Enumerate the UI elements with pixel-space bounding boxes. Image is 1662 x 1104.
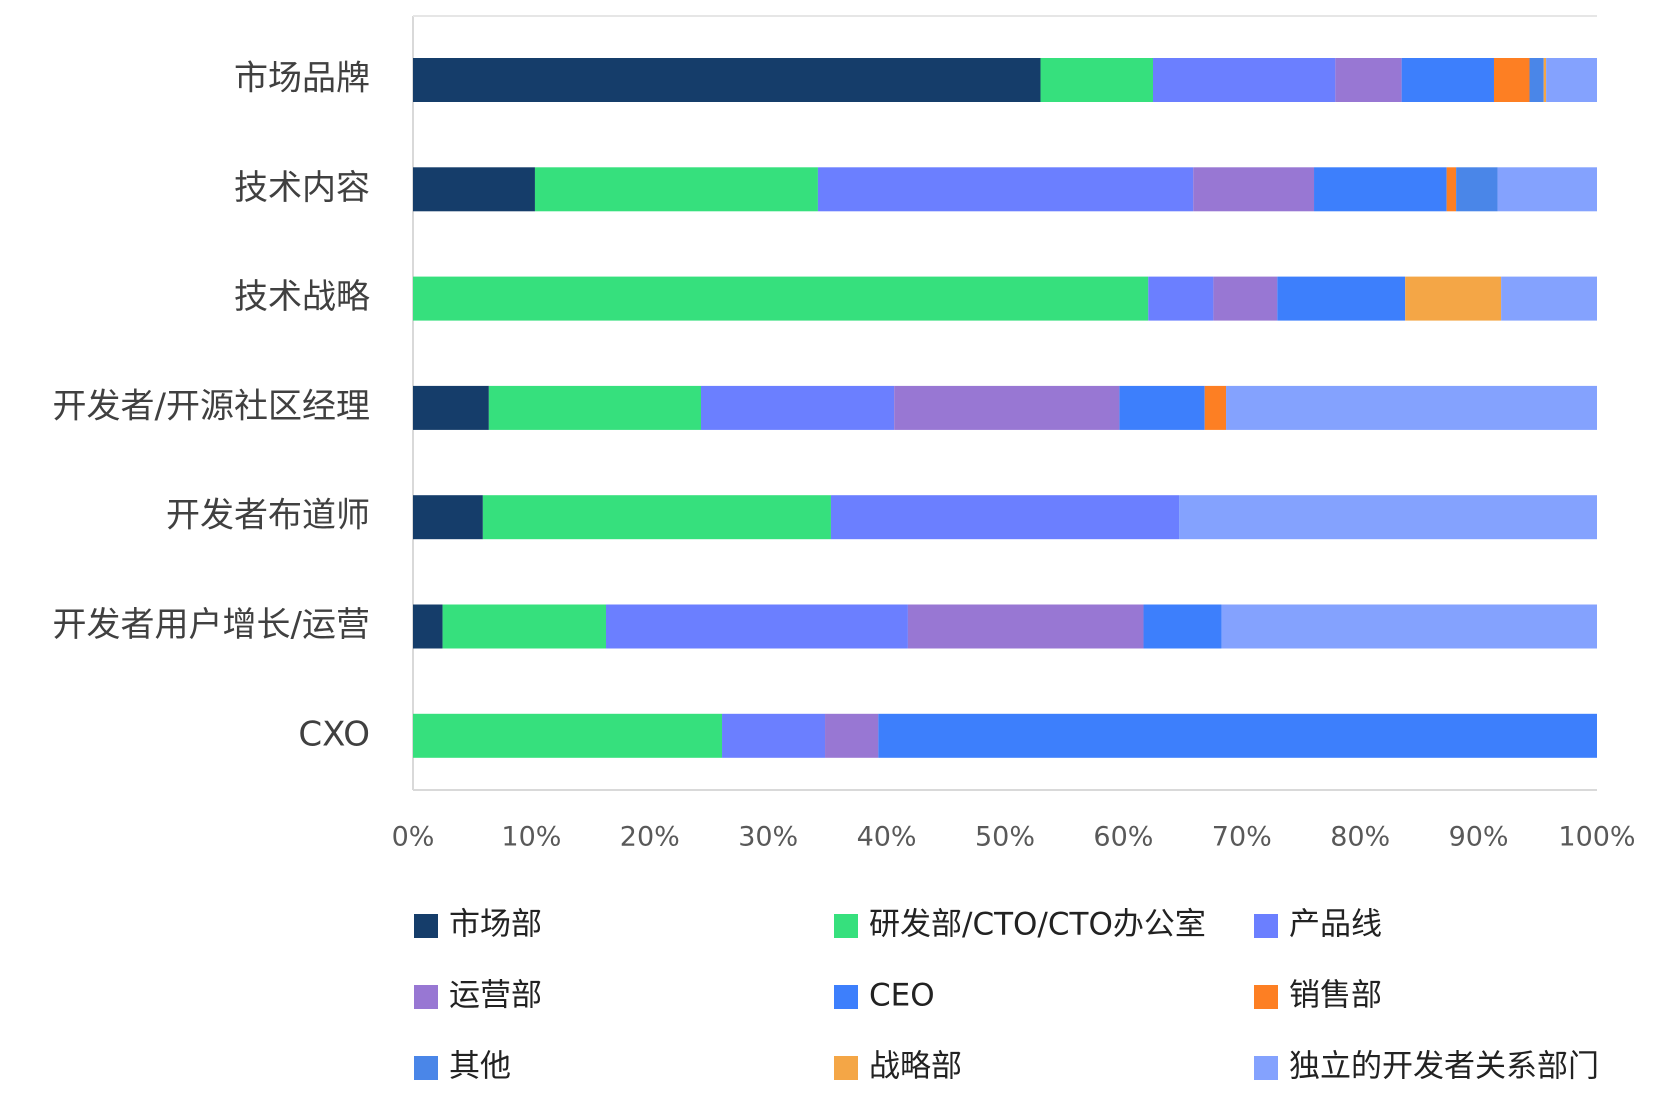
bar-segment [1314, 167, 1447, 212]
bar-segment [1497, 167, 1597, 212]
x-tick-label: 60% [1093, 822, 1153, 853]
bar-segment [482, 495, 831, 540]
legend-item: 市场部 [414, 907, 542, 943]
legend-label: 战略部 [869, 1049, 962, 1085]
bar-segment [1119, 385, 1205, 430]
x-tick-label: 30% [738, 822, 798, 853]
bar-segment [1221, 604, 1597, 649]
legend-swatch [834, 985, 858, 1009]
legend-item: 销售部 [1254, 978, 1382, 1014]
legend-swatch [414, 985, 438, 1009]
x-tick-label: 50% [975, 822, 1035, 853]
legend-item: 其他 [414, 1049, 511, 1085]
bar-segment [1529, 58, 1544, 102]
bar-segment [1543, 58, 1547, 102]
x-tick-label: 90% [1449, 822, 1509, 853]
legend-label: 销售部 [1289, 978, 1382, 1014]
legend-swatch [1254, 1056, 1278, 1080]
bar-segment [1456, 167, 1498, 212]
category-label: 开发者用户增长/运营 [53, 605, 370, 645]
category-label: CXO [298, 714, 370, 754]
category-label: 开发者/开源社区经理 [53, 386, 370, 426]
bar-segment [1213, 276, 1278, 321]
bar-segment [878, 713, 1597, 758]
category-label: 市场品牌 [234, 59, 370, 99]
category-label: 技术战略 [234, 277, 370, 317]
bar-segment [1148, 276, 1214, 321]
bar-segment [413, 385, 489, 430]
bar-segment [907, 604, 1144, 649]
x-tick-label: 100% [1558, 822, 1635, 853]
bar-segment [1204, 385, 1227, 430]
category-label: 技术内容 [234, 168, 370, 208]
bar-segment [413, 713, 723, 758]
x-tick-label: 10% [501, 822, 561, 853]
legend-item: 研发部/CTO/CTO办公室 [834, 907, 1206, 943]
bar-segment [1040, 58, 1153, 102]
legend-label: 产品线 [1289, 907, 1382, 943]
x-tick-label: 80% [1330, 822, 1390, 853]
x-tick-label: 20% [620, 822, 680, 853]
legend-label: 研发部/CTO/CTO办公室 [869, 907, 1206, 943]
bar-segment [1153, 58, 1336, 102]
bar-segment [1493, 58, 1530, 102]
bar-segment [701, 385, 895, 430]
legend-swatch [834, 914, 858, 938]
legend-item: 独立的开发者关系部门 [1254, 1049, 1599, 1085]
bar-segment [413, 495, 483, 540]
bar-segment [1401, 58, 1494, 102]
legend-swatch [834, 1056, 858, 1080]
legend-swatch [1254, 985, 1278, 1009]
bar-segment [830, 495, 1180, 540]
bar-segment [1405, 276, 1502, 321]
bar-segment [1226, 385, 1597, 430]
legend-label: 其他 [449, 1049, 511, 1085]
category-label: 开发者布道师 [166, 496, 370, 536]
bar-segment [1143, 604, 1222, 649]
legend-item: 产品线 [1254, 907, 1382, 943]
legend-item: 运营部 [414, 978, 542, 1014]
bar-segment [1277, 276, 1406, 321]
legend-label: 独立的开发者关系部门 [1289, 1049, 1599, 1085]
bar-segment [488, 385, 701, 430]
bar-segment [722, 713, 826, 758]
x-tick-label: 40% [857, 822, 917, 853]
legend-label: 市场部 [449, 907, 542, 943]
legend-swatch [414, 1056, 438, 1080]
bar-segment [413, 604, 443, 649]
bar-segment [825, 713, 879, 758]
legend-swatch [414, 914, 438, 938]
legend-label: CEO [869, 978, 935, 1014]
bar-segment [534, 167, 818, 212]
bar-segment [1446, 167, 1457, 212]
x-axis-tick-labels: 0% 10% 20% 30% 40% 50% 60% 70% 80% 90% 100% [392, 822, 1636, 853]
bar-segment [1335, 58, 1402, 102]
legend-label: 运营部 [449, 978, 542, 1014]
bar-segment [413, 276, 1149, 321]
bar-segment [605, 604, 908, 649]
x-tick-label: 0% [392, 822, 435, 853]
bar-segment [1546, 58, 1597, 102]
bars [413, 58, 1597, 758]
x-tick-label: 70% [1212, 822, 1272, 853]
bar-segment [894, 385, 1120, 430]
bar-segment [817, 167, 1194, 212]
bar-segment [1179, 495, 1597, 540]
bar-segment [1501, 276, 1597, 321]
legend-item: CEO [834, 978, 935, 1014]
legend-item: 战略部 [834, 1049, 962, 1085]
bar-segment [413, 58, 1041, 102]
bar-segment [413, 167, 535, 212]
legend-swatch [1254, 914, 1278, 938]
bar-segment [442, 604, 606, 649]
bar-segment [1193, 167, 1315, 212]
